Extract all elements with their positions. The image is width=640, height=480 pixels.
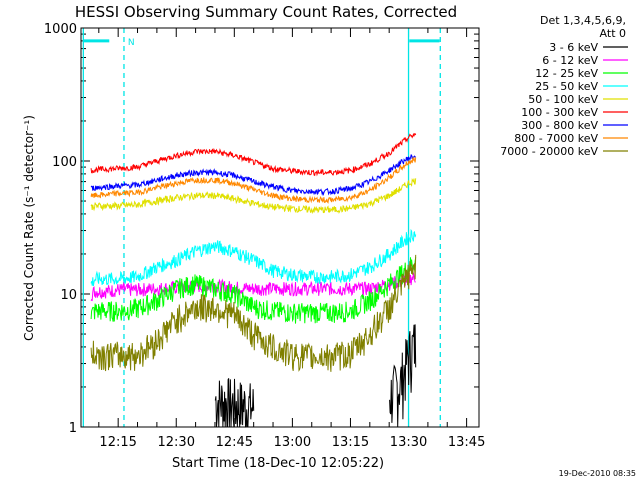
- series-line: [90, 257, 417, 324]
- x-tick-label: 12:45: [216, 435, 253, 450]
- print-timestamp: 19-Dec-2010 08:35: [559, 469, 636, 478]
- x-tick-label: 13:45: [448, 435, 485, 450]
- legend-label: 100 - 300 keV: [521, 106, 598, 119]
- legend-header: Det 1,3,4,5,6,9, Att 0: [540, 14, 626, 40]
- x-axis-label: Start Time (18-Dec-10 12:05:22): [172, 456, 384, 471]
- y-tick-label: 1000: [44, 22, 77, 37]
- legend-label: 25 - 50 keV: [535, 80, 598, 93]
- series-line: [90, 154, 417, 197]
- y-tick-label: 1: [69, 421, 77, 436]
- chart-title: HESSI Observing Summary Count Rates, Cor…: [75, 3, 457, 21]
- legend-label: 6 - 12 keV: [542, 54, 598, 67]
- legend-label: 300 - 800 keV: [521, 119, 598, 132]
- plot-frame: [80, 27, 480, 428]
- series-line: [90, 272, 416, 302]
- legend-label: 7000 - 20000 keV: [500, 145, 598, 158]
- x-tick-label: 12:15: [99, 435, 136, 450]
- y-axis-label-text: Corrected Count Rate (s⁻¹ detector⁻¹): [22, 115, 36, 341]
- annotation-label: N: [128, 38, 135, 48]
- x-tick-label: 12:30: [158, 435, 195, 450]
- series-line: [90, 254, 417, 372]
- x-tick-label: 13:15: [332, 435, 369, 450]
- y-tick-label: 100: [52, 155, 77, 170]
- legend-detectors: Det 1,3,4,5,6,9,: [540, 14, 626, 27]
- legend-label: 50 - 100 keV: [528, 93, 598, 106]
- legend-attenuator: Att 0: [600, 27, 626, 40]
- legend-label: 800 - 7000 keV: [514, 132, 598, 145]
- series-line: [90, 156, 417, 204]
- x-tick-label: 13:00: [274, 435, 311, 450]
- y-axis-label: Corrected Count Rate (s⁻¹ detector⁻¹): [22, 115, 36, 341]
- series-line: [90, 228, 417, 287]
- series-line: [90, 132, 417, 177]
- legend-label: 12 - 25 keV: [535, 67, 598, 80]
- series-line: [90, 178, 417, 215]
- x-tick-label: 13:30: [390, 435, 427, 450]
- y-tick-label: 10: [60, 288, 77, 303]
- series-line: [214, 324, 417, 428]
- legend-label: 3 - 6 keV: [549, 41, 598, 54]
